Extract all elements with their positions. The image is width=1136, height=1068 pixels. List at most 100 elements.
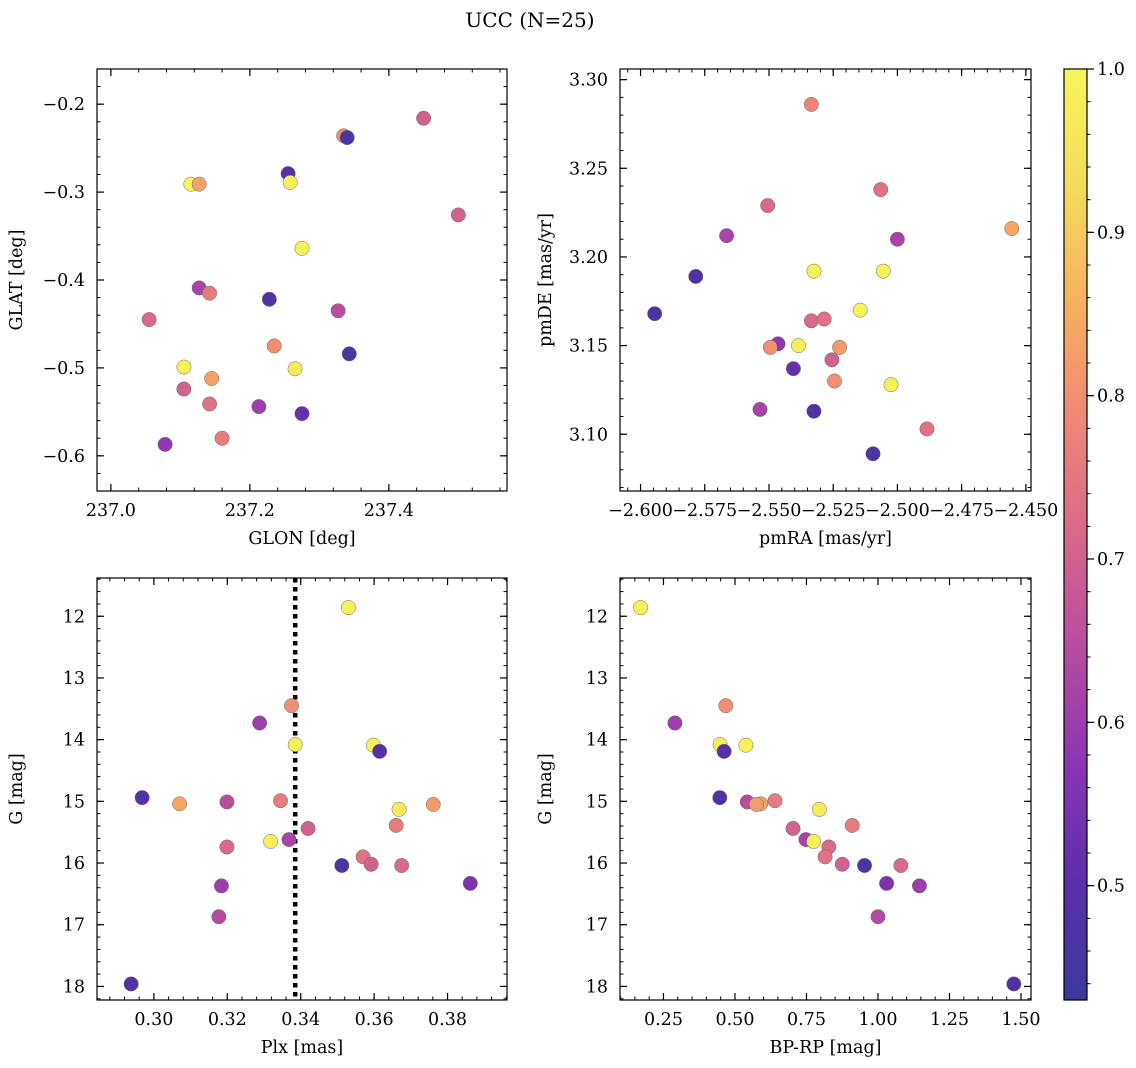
scatter-point [204,371,220,386]
y-tick-label: 14 [63,731,85,751]
x-tick-label: −2.450 [993,501,1058,521]
scatter-point [134,790,150,806]
x-tick-label: 0.34 [281,1010,320,1030]
y-tick-label: 13 [63,669,85,689]
scatter-point [719,228,735,244]
y-tick-label: 18 [586,977,608,997]
scatter-point [176,359,192,375]
x-tick-label: 237.4 [364,501,414,521]
scatter-point [1006,976,1022,992]
scatter-point [919,421,935,437]
y-tick-label: 3.15 [569,337,608,357]
scatter-point [191,176,207,192]
scatter-point [261,291,277,307]
y-tick-label: 3.10 [569,425,608,445]
x-tick-label: 1.25 [930,1010,969,1030]
scatter-point [712,790,728,806]
y-tick-label: 12 [586,607,608,627]
scatter-point [341,346,357,362]
colorbar-tick-label: 1.0 [1097,60,1125,80]
scatter-point [785,361,801,377]
colorbar-tick-label: 0.6 [1097,713,1125,733]
scatter-point [340,600,356,616]
scatter-point [879,875,895,891]
y-axis-label: G [mag] [7,753,27,824]
scatter-point [827,373,842,389]
scatter-point [816,311,832,327]
x-tick-label: 0.75 [787,1010,826,1030]
colorbar-tick-label: 0.5 [1097,877,1125,897]
colorbar-tick-label: 0.9 [1097,223,1125,243]
plot-frame [619,68,1032,492]
x-tick-label: −2.575 [672,501,737,521]
scatter-point [123,976,139,992]
y-tick-label: −0.5 [43,359,86,379]
scatter-point [157,436,173,452]
scatter-point [857,858,872,873]
scatter-point [785,821,801,836]
y-axis-label: pmDE [mas/yr] [536,213,556,347]
x-tick-label: −2.550 [737,501,802,521]
x-tick-label: 0.25 [644,1010,683,1030]
scatter-point [806,833,822,849]
scatter-point [450,207,466,223]
y-tick-label: 3.20 [569,248,608,268]
scatter-point [875,263,891,279]
colorbar-gradient [1063,68,1088,1001]
scatter-point [363,856,379,872]
scatter-point [416,110,432,126]
scatter-point [844,817,860,833]
scatter-point [425,796,441,812]
colorbar-tick-label: 0.8 [1097,387,1125,407]
scatter-point [214,430,230,446]
scatter-point [762,339,778,355]
scatter-point [633,600,649,616]
scatter-point [806,403,822,419]
panel-4: 0.25 0.50 0.75 1.00 1.25 1.50 12 13 14 15 16 17 18 BP… [536,577,1040,1058]
x-tick-label: 0.32 [208,1010,247,1030]
scatter-point [834,856,850,872]
scatter-point [889,231,905,247]
panel-3: 0.30 0.32 0.34 0.36 0.38 12 13 14 15 16 17 18 Plx [m… [7,577,508,1058]
scatter-point [339,130,355,146]
x-tick-label: −2.600 [608,501,673,521]
scatter-point [287,361,303,377]
y-axis-label: G [mag] [536,753,556,824]
scatter-point [282,174,298,190]
y-tick-label: −0.4 [43,271,86,291]
x-tick-label: −2.500 [865,501,930,521]
x-tick-label: 0.50 [715,1010,754,1030]
scatter-point [873,182,889,198]
plot-frame [96,68,508,492]
scatter-point [767,793,783,809]
scatter-point [330,303,346,319]
y-tick-label: 3.25 [569,159,608,179]
y-tick-label: 17 [63,916,85,936]
scatter-point [202,285,218,301]
scatter-point [752,401,768,417]
y-tick-label: 16 [63,854,85,874]
scatter-point [718,698,734,714]
scatter-point [287,737,303,753]
x-tick-label: 237.2 [225,501,275,521]
scatter-point [211,909,227,925]
scatter-point [824,352,840,368]
x-axis-label: GLON [deg] [248,529,355,549]
scatter-point [865,446,881,462]
scatter-point [281,832,297,848]
x-tick-label: 0.36 [355,1010,394,1030]
colorbar: 0.5 0.6 0.7 0.8 0.9 1.0 [1063,60,1125,1001]
scatter-point [893,858,909,873]
y-tick-label: 16 [586,854,608,874]
x-axis-label: Plx [mas] [261,1038,343,1058]
scatter-panels: 237.0 237.2 237.4 −0.2 −0.3 −0.4 −0.5 −0.6 GLON … [7,68,1058,1058]
scatter-point [806,263,822,279]
scatter-point [852,302,868,318]
scatter-point [300,821,316,836]
y-tick-label: 14 [586,731,608,751]
y-axis-label: GLAT [deg] [7,230,27,331]
y-tick-label: 15 [586,792,608,812]
scatter-point [1004,221,1020,237]
scatter-point [817,849,833,865]
